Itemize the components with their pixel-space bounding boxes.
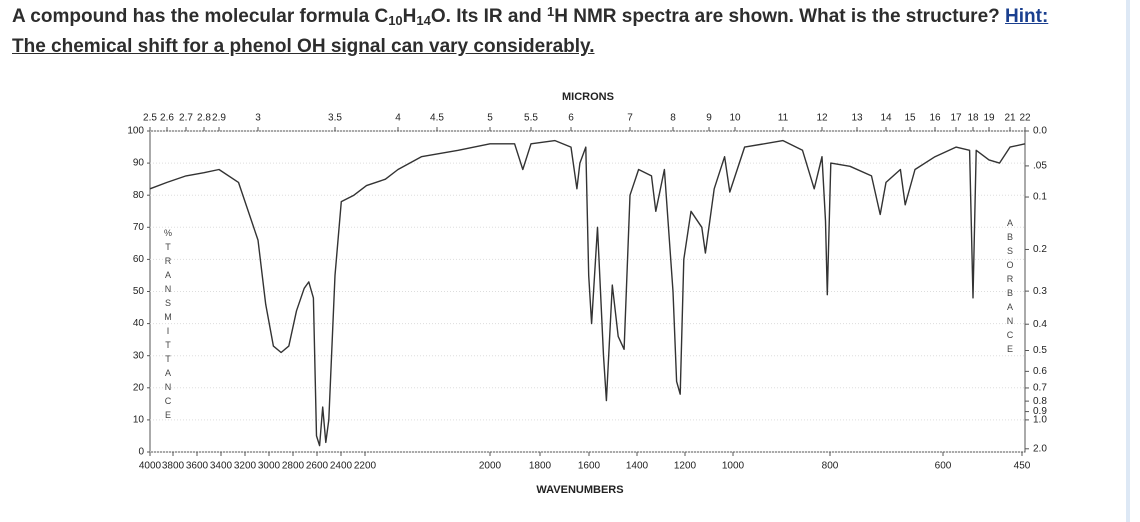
x-tick-label: 5 — [487, 113, 493, 124]
x2-tick-label: 2400 — [330, 461, 353, 472]
spectrum-line — [149, 139, 1026, 447]
superscript: 1 — [546, 4, 555, 19]
y2-tick-label: 1.0 — [1033, 415, 1047, 426]
y2-axis-title: ABSORBANCE — [1005, 218, 1015, 358]
x2-tick-label: 2200 — [354, 461, 377, 472]
y2-tick-label: 0.4 — [1033, 319, 1047, 330]
y2-tick-label: 0.2 — [1033, 244, 1047, 255]
subscript: 14 — [416, 13, 431, 28]
question-text: O. Its IR and — [430, 6, 547, 27]
x2-tick-label: 1600 — [578, 461, 601, 472]
y-tick-label: 10 — [133, 415, 145, 426]
x-tick-label: 22 — [1019, 113, 1031, 124]
y-tick-label: 0 — [138, 447, 144, 458]
y2-tick-label: 0.3 — [1033, 286, 1047, 297]
hint-text: The chemical shift for a phenol OH signa… — [12, 36, 595, 57]
x2-tick-label: 1200 — [674, 461, 697, 472]
y-tick-label: 40 — [133, 318, 145, 329]
subscript: 10 — [388, 13, 403, 28]
y-tick-label: 70 — [133, 222, 145, 233]
x-tick-label: 12 — [816, 113, 828, 124]
question: A compound has the molecular formula C10… — [12, 2, 1112, 62]
x-tick-label: 3.5 — [328, 113, 342, 124]
y2-tick-label: 0.0 — [1033, 126, 1047, 137]
y2-tick-label: 2.0 — [1033, 443, 1047, 454]
x-tick-label: 2.5 — [143, 113, 157, 124]
x-tick-label: 4.5 — [430, 113, 444, 124]
x-tick-label: 5.5 — [524, 113, 538, 124]
x2-tick-label: 3200 — [234, 461, 257, 472]
x-tick-label: 18 — [967, 113, 979, 124]
x-tick-label: 9 — [706, 113, 712, 124]
y2-tick-label: 0.5 — [1033, 345, 1047, 356]
x-tick-label: 19 — [983, 113, 995, 124]
x-tick-label: 21 — [1004, 113, 1016, 124]
x2-tick-label: 3400 — [210, 461, 233, 472]
x-tick-label: 7 — [627, 113, 633, 124]
x2-tick-label: 1400 — [626, 461, 649, 472]
x-tick-label: 16 — [929, 113, 941, 124]
y-tick-label: 30 — [133, 350, 145, 361]
y-tick-label: 100 — [127, 126, 144, 137]
y-tick-label: 50 — [133, 286, 145, 297]
y-axis-title: %TRANSMITTANCE — [163, 228, 173, 424]
y-tick-label: 90 — [133, 158, 145, 169]
y2-tick-label: 0.7 — [1033, 383, 1047, 394]
x2-tick-label: 2000 — [479, 461, 502, 472]
x-tick-label: 2.9 — [212, 113, 226, 124]
x-tick-label: 2.7 — [179, 113, 193, 124]
x2-tick-label: 800 — [822, 461, 839, 472]
x2-tick-label: 4000 — [139, 461, 162, 472]
y2-tick-label: 0.1 — [1033, 192, 1047, 203]
x2-axis-title: WAVENUMBERS — [536, 484, 623, 496]
y2-tick-label: .05 — [1033, 161, 1047, 172]
question-text: H NMR spectra are shown. What is the str… — [554, 6, 1006, 27]
x-tick-label: 4 — [395, 113, 401, 124]
x-tick-label: 2.8 — [197, 113, 211, 124]
x2-tick-label: 1000 — [722, 461, 745, 472]
plot-frame — [149, 130, 1026, 453]
x2-tick-label: 2600 — [306, 461, 329, 472]
y2-tick-label: 0.8 — [1033, 396, 1047, 407]
scrollbar — [1126, 0, 1130, 522]
x-tick-label: 11 — [778, 113, 789, 124]
x-tick-label: 13 — [851, 113, 863, 124]
y-tick-label: 60 — [133, 254, 145, 265]
x-tick-label: 17 — [950, 113, 962, 124]
x2-tick-label: 3600 — [186, 461, 209, 472]
y-tick-label: 20 — [133, 382, 145, 393]
x-tick-label: 3 — [255, 113, 261, 124]
y2-tick-label: 0.9 — [1033, 406, 1047, 417]
x2-tick-label: 3000 — [258, 461, 281, 472]
question-text: A compound has the molecular formula C — [12, 6, 389, 27]
x-tick-label: 14 — [880, 113, 892, 124]
x2-tick-label: 600 — [935, 461, 952, 472]
x-axis-title: MICRONS — [562, 91, 614, 103]
y2-tick-label: 0.6 — [1033, 366, 1047, 377]
question-text: H — [402, 6, 417, 27]
x-tick-label: 2.6 — [160, 113, 174, 124]
x2-tick-label: 450 — [1014, 461, 1031, 472]
x2-tick-label: 3800 — [162, 461, 185, 472]
x2-tick-label: 1800 — [529, 461, 552, 472]
x-tick-label: 8 — [670, 113, 676, 124]
y-tick-label: 80 — [133, 190, 145, 201]
x2-tick-label: 2800 — [282, 461, 305, 472]
x-tick-label: 6 — [568, 113, 574, 124]
x-tick-label: 10 — [729, 113, 741, 124]
x-tick-label: 15 — [904, 113, 916, 124]
hint-label: Hint: — [1005, 6, 1049, 27]
